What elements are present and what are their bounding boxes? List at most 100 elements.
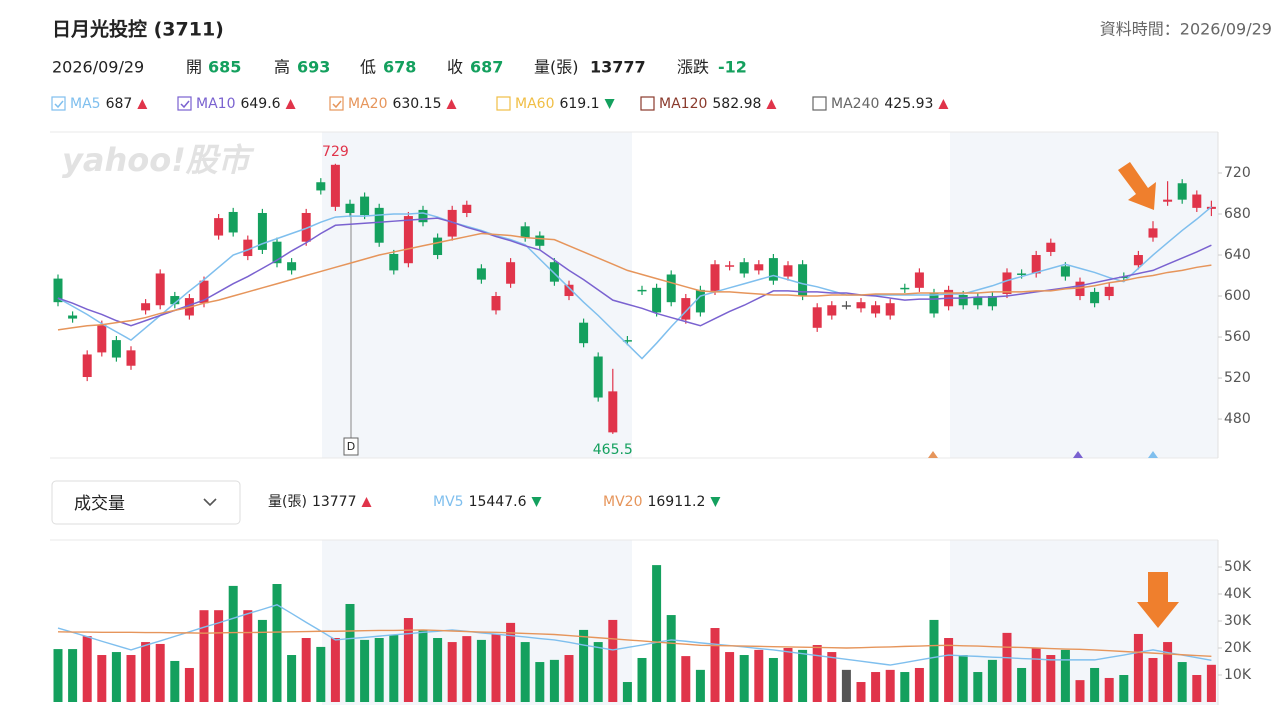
volume-bar — [1060, 649, 1070, 702]
dividend-marker: D — [347, 440, 355, 453]
close-label: 收 — [447, 58, 463, 77]
volume-bar — [1104, 677, 1114, 702]
low-value: 678 — [383, 58, 416, 77]
volume-bar — [900, 672, 910, 702]
volume-bar — [579, 629, 589, 702]
volume-bar — [1090, 667, 1100, 702]
event-marker — [928, 451, 938, 458]
candle-body — [1192, 194, 1202, 208]
volume-bar — [462, 636, 472, 702]
legend-name: MA60 — [515, 96, 554, 112]
volume-bar — [53, 649, 63, 702]
legend-value: 630.15 — [392, 96, 441, 112]
legend-value: 619.1 — [559, 96, 599, 112]
candle-body — [272, 241, 282, 264]
legend-name: 量(張) — [268, 494, 307, 510]
candle-body — [155, 273, 165, 306]
volume-bar — [141, 642, 151, 702]
legend-checkbox — [329, 96, 344, 111]
dropdown-chevron[interactable] — [203, 498, 217, 507]
legend-name: MA5 — [70, 96, 101, 112]
candle-body — [1031, 255, 1041, 274]
volume-bar — [841, 669, 851, 702]
dropdown-label[interactable]: 成交量 — [74, 494, 125, 514]
volume-bar — [768, 657, 778, 702]
volume-bar — [228, 585, 238, 702]
candle-body — [360, 196, 370, 216]
event-marker — [1073, 451, 1083, 458]
volume-bar — [535, 662, 545, 702]
candle-body — [418, 209, 428, 223]
candle-body — [257, 212, 267, 250]
legend-value: 687 — [106, 96, 133, 112]
candle-body — [389, 253, 399, 271]
candle-body — [1017, 273, 1027, 275]
candle-body — [725, 265, 735, 267]
change-label: 漲跌 — [677, 58, 709, 77]
candle-body — [243, 239, 253, 257]
candle-body — [82, 354, 92, 378]
volume-bar — [929, 619, 939, 702]
low-label: 低 — [360, 58, 376, 77]
volume-bar — [666, 615, 676, 702]
candle-body — [170, 296, 180, 305]
candle-body — [666, 274, 676, 303]
candle-body — [681, 298, 691, 320]
candle-body — [798, 264, 808, 297]
candle-body — [739, 262, 749, 274]
candle-body — [856, 302, 866, 309]
candle-body — [914, 272, 924, 288]
volume-bar — [622, 682, 632, 702]
dividend-box — [343, 437, 359, 456]
volume-average-line — [57, 629, 1212, 658]
volume-bar — [1133, 633, 1143, 702]
candle-body — [403, 216, 413, 264]
candle-body — [1148, 228, 1158, 238]
candle-body — [900, 287, 910, 290]
legend-name: MA240 — [831, 96, 879, 112]
legend-check — [54, 100, 64, 109]
y-tick-label: 40K — [1224, 586, 1252, 602]
candle-body — [345, 203, 355, 213]
close-value: 687 — [470, 58, 503, 77]
candle-body — [1163, 199, 1173, 202]
y-tick-label: 720 — [1224, 165, 1251, 181]
volume-bar — [433, 638, 443, 702]
candle-body — [841, 305, 851, 307]
volume-bar — [374, 638, 384, 702]
candle-body — [462, 204, 472, 213]
volume-bar — [403, 618, 413, 702]
candle-body — [287, 262, 297, 271]
high-annotation: 729 — [322, 144, 349, 160]
legend-value: 425.93 — [884, 96, 933, 112]
volume-bar — [97, 655, 107, 702]
candle-body — [1002, 272, 1012, 294]
y-tick-label: 680 — [1224, 206, 1251, 222]
indicator-dropdown[interactable] — [51, 480, 241, 525]
candle-body — [1075, 281, 1085, 297]
legend-name: MA20 — [348, 96, 387, 112]
volume-bar — [1206, 664, 1216, 702]
volume-bar — [681, 656, 691, 702]
volume-bar — [1002, 632, 1012, 702]
candle-body — [622, 340, 632, 342]
legend-trend — [446, 99, 457, 109]
callout-arrow — [1118, 162, 1156, 210]
candle-body — [608, 391, 618, 433]
callout-arrow — [1137, 572, 1179, 628]
watermark: yahoo!股市 — [62, 141, 255, 179]
candle-body — [111, 340, 121, 358]
legend-checkbox — [496, 96, 511, 111]
y-tick-label: 640 — [1224, 247, 1251, 263]
candle-body — [330, 164, 340, 207]
candle-body — [1090, 291, 1100, 304]
legend-value: 582.98 — [712, 96, 761, 112]
volume-bar — [958, 655, 968, 702]
y-tick-label: 600 — [1224, 288, 1251, 304]
legend-name: MV20 — [603, 494, 642, 510]
volume-bar — [739, 655, 749, 702]
volume-bar — [973, 672, 983, 702]
candle-body — [126, 350, 136, 366]
volume-bar — [754, 649, 764, 702]
volume-bar — [1192, 675, 1202, 702]
